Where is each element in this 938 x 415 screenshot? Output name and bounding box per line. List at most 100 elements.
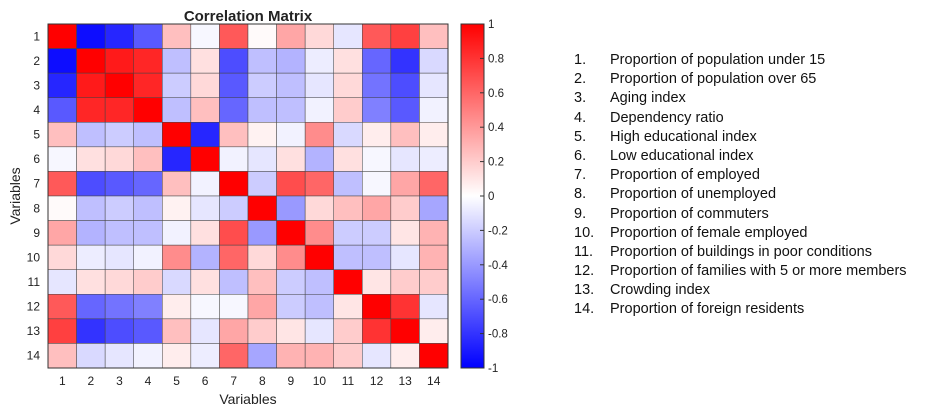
heatmap-cell: [276, 122, 306, 148]
heatmap-cell: [362, 220, 392, 246]
heatmap-cell: [276, 220, 306, 246]
y-tick-label: 4: [33, 103, 40, 117]
heatmap-cell: [162, 72, 192, 98]
heatmap-cell: [390, 220, 420, 246]
heatmap-cell: [162, 23, 192, 49]
heatmap-cell: [390, 122, 420, 148]
heatmap-cell: [333, 318, 363, 344]
legend-item: 14. Proportion of foreign residents: [574, 300, 907, 319]
y-tick-label: 14: [27, 349, 41, 363]
heatmap-cell: [390, 171, 420, 197]
heatmap-cell: [104, 72, 134, 98]
heatmap-cell: [419, 220, 449, 246]
legend-item-number: 14.: [574, 301, 595, 318]
y-tick-label: 5: [33, 128, 40, 142]
y-axis-label: Variables: [7, 167, 23, 224]
heatmap-cell: [304, 294, 334, 320]
heatmap-cell: [390, 343, 420, 369]
heatmap-cell: [304, 244, 334, 270]
heatmap-cell: [104, 146, 134, 172]
legend-item: 5. High educational index: [574, 128, 907, 147]
x-tick-label: 1: [59, 374, 66, 388]
x-tick-label: 13: [398, 374, 412, 388]
legend-item: 7. Proportion of employed: [574, 166, 907, 185]
heatmap-cell: [76, 269, 106, 295]
heatmap-cell: [133, 195, 163, 221]
heatmap-cell: [47, 269, 77, 295]
heatmap-cell: [162, 294, 192, 320]
heatmap-cell: [304, 48, 334, 74]
colorbar-tick-label: 0.4: [488, 122, 505, 134]
heatmap-cell: [333, 48, 363, 74]
x-tick-label: 4: [145, 374, 152, 388]
heatmap-cell: [276, 318, 306, 344]
heatmap-cell: [104, 318, 134, 344]
heatmap-cell: [104, 220, 134, 246]
heatmap-cell: [362, 122, 392, 148]
heatmap-cells: [47, 23, 449, 369]
heatmap-cell: [76, 244, 106, 270]
heatmap-cell: [362, 294, 392, 320]
legend-item-number: 8.: [574, 186, 587, 203]
heatmap-cell: [247, 294, 277, 320]
heatmap-cell: [390, 269, 420, 295]
heatmap-cell: [362, 343, 392, 369]
heatmap-cell: [104, 97, 134, 123]
heatmap-cell: [362, 171, 392, 197]
heatmap-cell: [333, 146, 363, 172]
heatmap-cell: [276, 171, 306, 197]
heatmap-cell: [419, 269, 449, 295]
heatmap-cell: [304, 220, 334, 246]
heatmap-cell: [419, 171, 449, 197]
colorbar-tick-label: -0.8: [488, 329, 508, 341]
colorbar-tick-label: -0.4: [488, 260, 508, 272]
heatmap-cell: [219, 244, 249, 270]
heatmap-cell: [219, 146, 249, 172]
heatmap-cell: [76, 97, 106, 123]
legend-item-number: 2.: [574, 71, 587, 88]
heatmap-cell: [419, 294, 449, 320]
legend-item-label: Proportion of population under 15: [610, 52, 826, 68]
heatmap-cell: [276, 48, 306, 74]
heatmap-cell: [219, 122, 249, 148]
heatmap-cell: [419, 146, 449, 172]
heatmap-cell: [333, 343, 363, 369]
legend-item-number: 1.: [574, 52, 587, 68]
heatmap-cell: [333, 23, 363, 49]
heatmap-cell: [133, 294, 163, 320]
legend-item: 3. Aging index: [574, 89, 907, 108]
heatmap-cell: [276, 23, 306, 49]
y-tick-label: 9: [33, 226, 40, 240]
y-tick-label: 13: [27, 324, 41, 338]
heatmap-cell: [133, 48, 163, 74]
heatmap-cell: [47, 195, 77, 221]
heatmap-cell: [104, 122, 134, 148]
heatmap-cell: [390, 146, 420, 172]
heatmap-cell: [276, 97, 306, 123]
heatmap-cell: [419, 244, 449, 270]
heatmap-cell: [362, 318, 392, 344]
heatmap-cell: [76, 23, 106, 49]
heatmap-cell: [304, 97, 334, 123]
heatmap-cell: [104, 269, 134, 295]
heatmap-cell: [76, 343, 106, 369]
legend-item-label: Proportion of foreign residents: [610, 301, 805, 318]
heatmap-cell: [133, 269, 163, 295]
heatmap-cell: [333, 122, 363, 148]
legend-item-label: Proportion of commuters: [610, 205, 769, 222]
legend-item: 12. Proportion of families with 5 or more…: [574, 262, 907, 281]
legend-item-number: 3.: [574, 90, 587, 107]
heatmap-cell: [247, 195, 277, 221]
heatmap-cell: [190, 23, 220, 49]
x-tick-label: 5: [173, 374, 180, 388]
heatmap-cell: [219, 195, 249, 221]
heatmap-cell: [133, 318, 163, 344]
legend-item: 6. Low educational index: [574, 147, 907, 166]
legend-item: 4. Dependency ratio: [574, 109, 907, 128]
y-tick-label: 7: [33, 177, 40, 191]
heatmap-cell: [419, 97, 449, 123]
heatmap-cell: [76, 195, 106, 221]
heatmap-cell: [47, 146, 77, 172]
heatmap-cell: [190, 220, 220, 246]
